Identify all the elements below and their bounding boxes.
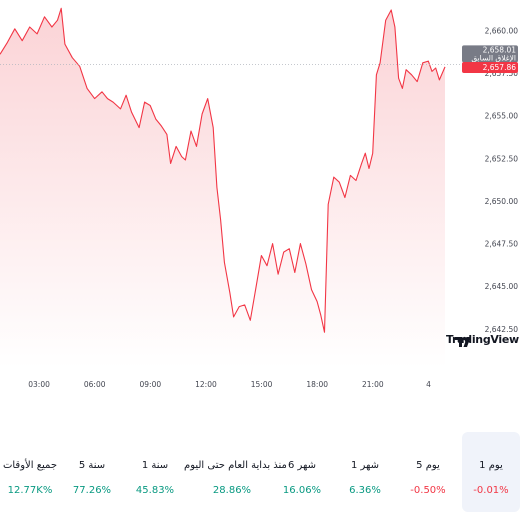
prev-close-label: الإغلاق السابق — [471, 53, 516, 62]
period-label: 5 يوم — [416, 460, 440, 471]
period-tab[interactable]: منذ بداية العام حتى اليوم 28.86% — [184, 432, 287, 512]
period-tab[interactable]: 6 شهر 16.06% — [273, 432, 331, 512]
period-change: 28.86% — [212, 485, 252, 496]
prev-close-badge — [462, 45, 518, 63]
period-label: 1 شهر — [350, 460, 380, 471]
x-tick-label: 15:00 — [251, 380, 273, 389]
price-chart-svg[interactable]: 2,660.00 2,657.50 2,655.00 2,652.50 2,650.00… — [0, 0, 520, 395]
period-change: -0.01% — [473, 485, 509, 496]
x-tick-label: 21:00 — [362, 380, 384, 389]
y-tick-label: 2,642.50 — [485, 325, 519, 334]
prev-close-value: 2,658.01 — [483, 45, 517, 54]
period-tab[interactable]: 1 شهر 6.36% — [336, 432, 394, 512]
current-price-badge — [462, 61, 518, 73]
x-tick-label: 03:00 — [28, 380, 50, 389]
period-change: 77.26% — [72, 485, 112, 496]
period-tab[interactable]: 1 سنة 45.83% — [126, 432, 184, 512]
y-tick-label: 2,660.00 — [485, 26, 519, 35]
period-tab[interactable]: 5 سنة 77.26% — [63, 432, 121, 512]
period-change: 16.06% — [282, 485, 322, 496]
period-change: 6.36% — [349, 485, 381, 496]
x-tick-label: 09:00 — [140, 380, 162, 389]
period-change: -0.50% — [410, 485, 446, 496]
period-change: 45.83% — [135, 485, 175, 496]
period-label: منذ بداية العام حتى اليوم — [184, 460, 287, 471]
x-tick-label: 12:00 — [195, 380, 217, 389]
tradingview-logo-text: TradingView — [446, 333, 519, 346]
period-change: 12.77K% — [7, 485, 53, 496]
price-chart[interactable]: 2,660.00 2,657.50 2,655.00 2,652.50 2,650.00… — [0, 0, 520, 395]
y-tick-label: 2,645.00 — [485, 282, 519, 291]
x-tick-label: 4 — [426, 380, 431, 389]
current-price-label: 2,657.86 — [483, 63, 517, 72]
y-tick-label: 2,657.50 — [485, 69, 519, 78]
y-tick-label: 2,647.50 — [485, 240, 519, 249]
period-label: 6 شهر — [287, 460, 317, 471]
period-label: 1 يوم — [479, 460, 503, 471]
period-label: 1 سنة — [141, 460, 169, 471]
performance-periods: جميع الأوقات 12.77K% 5 سنة 77.26% 1 سنة 45.83… — [0, 432, 520, 512]
price-line — [0, 7, 446, 333]
tradingview-logo-icon — [455, 336, 471, 347]
x-tick-label: 06:00 — [84, 380, 106, 389]
period-tab[interactable]: 5 يوم -0.50% — [399, 432, 457, 512]
y-tick-label: 2,652.50 — [485, 154, 519, 163]
period-label: جميع الأوقات — [2, 460, 58, 471]
y-tick-label: 2,655.00 — [485, 112, 519, 121]
period-tab[interactable]: 1 يوم -0.01% — [462, 432, 520, 512]
period-tab[interactable]: جميع الأوقات 12.77K% — [0, 432, 61, 512]
price-area-fill — [0, 8, 445, 369]
period-label: 5 سنة — [78, 460, 106, 471]
x-tick-label: 18:00 — [306, 380, 328, 389]
y-tick-label: 2,650.00 — [485, 197, 519, 206]
